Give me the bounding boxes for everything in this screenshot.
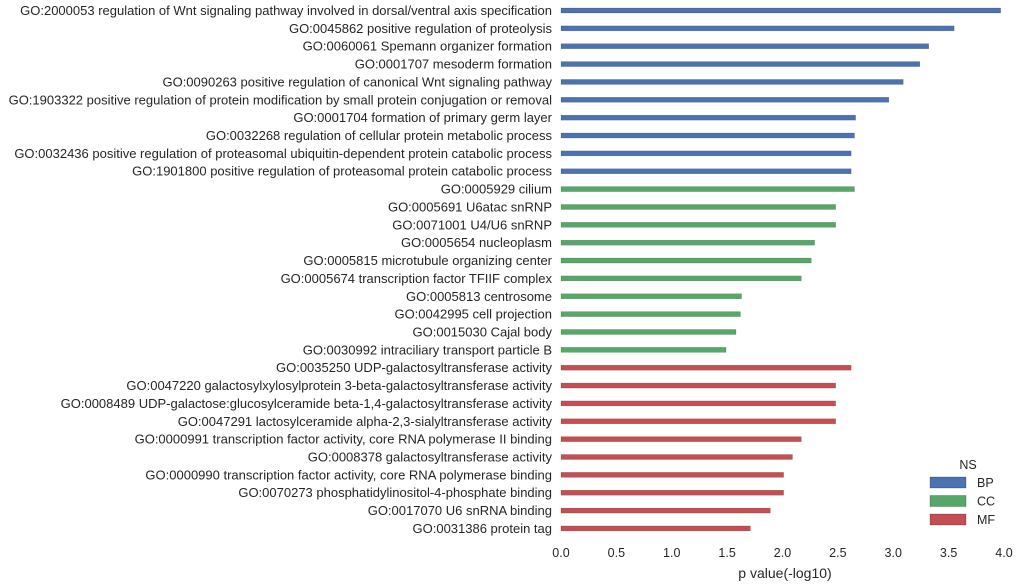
legend-label-cc: CC — [977, 495, 995, 509]
bar-cc — [560, 186, 855, 192]
category-label: GO:0047291 lactosylceramide alpha-2,3-si… — [178, 414, 553, 429]
bar-mf — [560, 525, 751, 532]
bar-mf — [560, 454, 793, 460]
legend: NS BP CC MF — [929, 458, 995, 527]
x-tick-label: 0.0 — [552, 546, 569, 560]
bar-cc — [560, 257, 812, 264]
category-label: GO:0090263 positive regulation of canoni… — [162, 74, 552, 89]
bar-bp — [560, 168, 852, 174]
bar-cc — [560, 329, 737, 335]
x-tick-label: 2.0 — [774, 546, 791, 560]
category-label: GO:1901800 positive regulation of protea… — [132, 164, 552, 179]
bar-bp — [560, 114, 856, 121]
bar-mf — [560, 472, 784, 478]
bar-mf — [560, 364, 852, 371]
category-label: GO:0042995 cell projection — [394, 307, 552, 322]
bar-bp — [560, 132, 855, 139]
category-label: GO:0070273 phosphatidylinositol-4-phosph… — [238, 485, 552, 500]
category-label: GO:0032268 regulation of cellular protei… — [206, 128, 553, 143]
category-label: GO:1903322 positive regulation of protei… — [9, 92, 553, 107]
x-tick-label: 2.5 — [829, 546, 846, 560]
legend-swatch-cc — [929, 495, 967, 507]
category-label: GO:0017070 U6 snRNA binding — [368, 503, 552, 518]
category-label: GO:0035250 UDP-galactosyltransferase act… — [276, 360, 553, 375]
bar-bp — [560, 150, 852, 157]
x-tick-label: 3.0 — [885, 546, 902, 560]
category-label: GO:0005813 centrosome — [406, 289, 552, 304]
legend-label-mf: MF — [977, 513, 995, 527]
legend-swatch-mf — [929, 513, 967, 526]
bar-cc — [560, 347, 727, 353]
category-label: GO:0060061 Spemann organizer formation — [303, 39, 552, 54]
x-axis-title: p value(-log10) — [738, 565, 831, 581]
category-label: GO:0045862 positive regulation of proteo… — [289, 21, 553, 36]
bars-layer — [560, 7, 1001, 532]
bar-cc — [560, 204, 836, 210]
bar-bp — [560, 97, 890, 103]
bar-mf — [560, 418, 836, 425]
x-axis: p value(-log10) 0.0 0.5 1.0 1.5 2.0 2.5 3.0 3.5… — [552, 546, 1012, 581]
x-tick-label: 1.5 — [718, 546, 735, 560]
x-tick-label: 4.0 — [995, 546, 1012, 560]
legend-label-bp: BP — [977, 476, 994, 490]
category-label: GO:0005691 U6atac snRNP — [388, 199, 552, 214]
category-label: GO:0030992 intraciliary transport partic… — [303, 342, 552, 357]
category-label: GO:0031386 protein tag — [413, 521, 553, 536]
category-label: GO:0008378 galactosyltransferase activit… — [308, 450, 553, 465]
x-tick-label: 3.5 — [940, 546, 957, 560]
category-label: GO:0001704 formation of primary germ lay… — [293, 110, 552, 125]
legend-title: NS — [959, 458, 976, 472]
category-label: GO:0005815 microtubule organizing center — [303, 253, 552, 268]
category-label: GO:0001707 mesoderm formation — [355, 57, 552, 72]
category-label: GO:0032436 positive regulation of protea… — [14, 146, 552, 161]
bar-bp — [560, 43, 929, 49]
category-label: GO:0005674 transcription factor TFIIF co… — [281, 271, 553, 286]
bar-mf — [560, 400, 836, 407]
bar-cc — [560, 239, 815, 246]
bar-bp — [560, 79, 904, 85]
category-label: GO:0047220 galactosylxylosylprotein 3-be… — [126, 378, 552, 393]
category-label: GO:0071001 U4/U6 snRNP — [392, 217, 552, 232]
bar-mf — [560, 382, 836, 389]
category-label: GO:0000990 transcription factor activity… — [145, 467, 552, 482]
category-label: GO:2000053 regulation of Wnt signaling p… — [20, 3, 552, 18]
bar-mf — [560, 489, 784, 496]
category-label: GO:0015030 Cajal body — [413, 324, 553, 339]
x-tick-label: 0.5 — [608, 546, 625, 560]
bar-cc — [560, 275, 802, 282]
bar-cc — [560, 222, 836, 228]
bar-mf — [560, 436, 802, 442]
bar-mf — [560, 507, 771, 514]
category-label: GO:0008489 UDP-galactose:glucosylceramid… — [61, 396, 553, 411]
legend-swatch-bp — [929, 476, 967, 489]
bar-bp — [560, 25, 955, 32]
bar-bp — [560, 61, 921, 67]
bar-cc — [560, 293, 742, 300]
bar-bp — [560, 7, 1001, 14]
category-label: GO:0005654 nucleoplasm — [401, 235, 552, 250]
bar-cc — [560, 311, 741, 317]
x-tick-label: 1.0 — [663, 546, 680, 560]
category-label: GO:0005929 cilium — [441, 182, 552, 197]
category-label: GO:0000991 transcription factor activity… — [135, 432, 552, 447]
category-labels: GO:2000053 regulation of Wnt signaling p… — [9, 3, 553, 536]
